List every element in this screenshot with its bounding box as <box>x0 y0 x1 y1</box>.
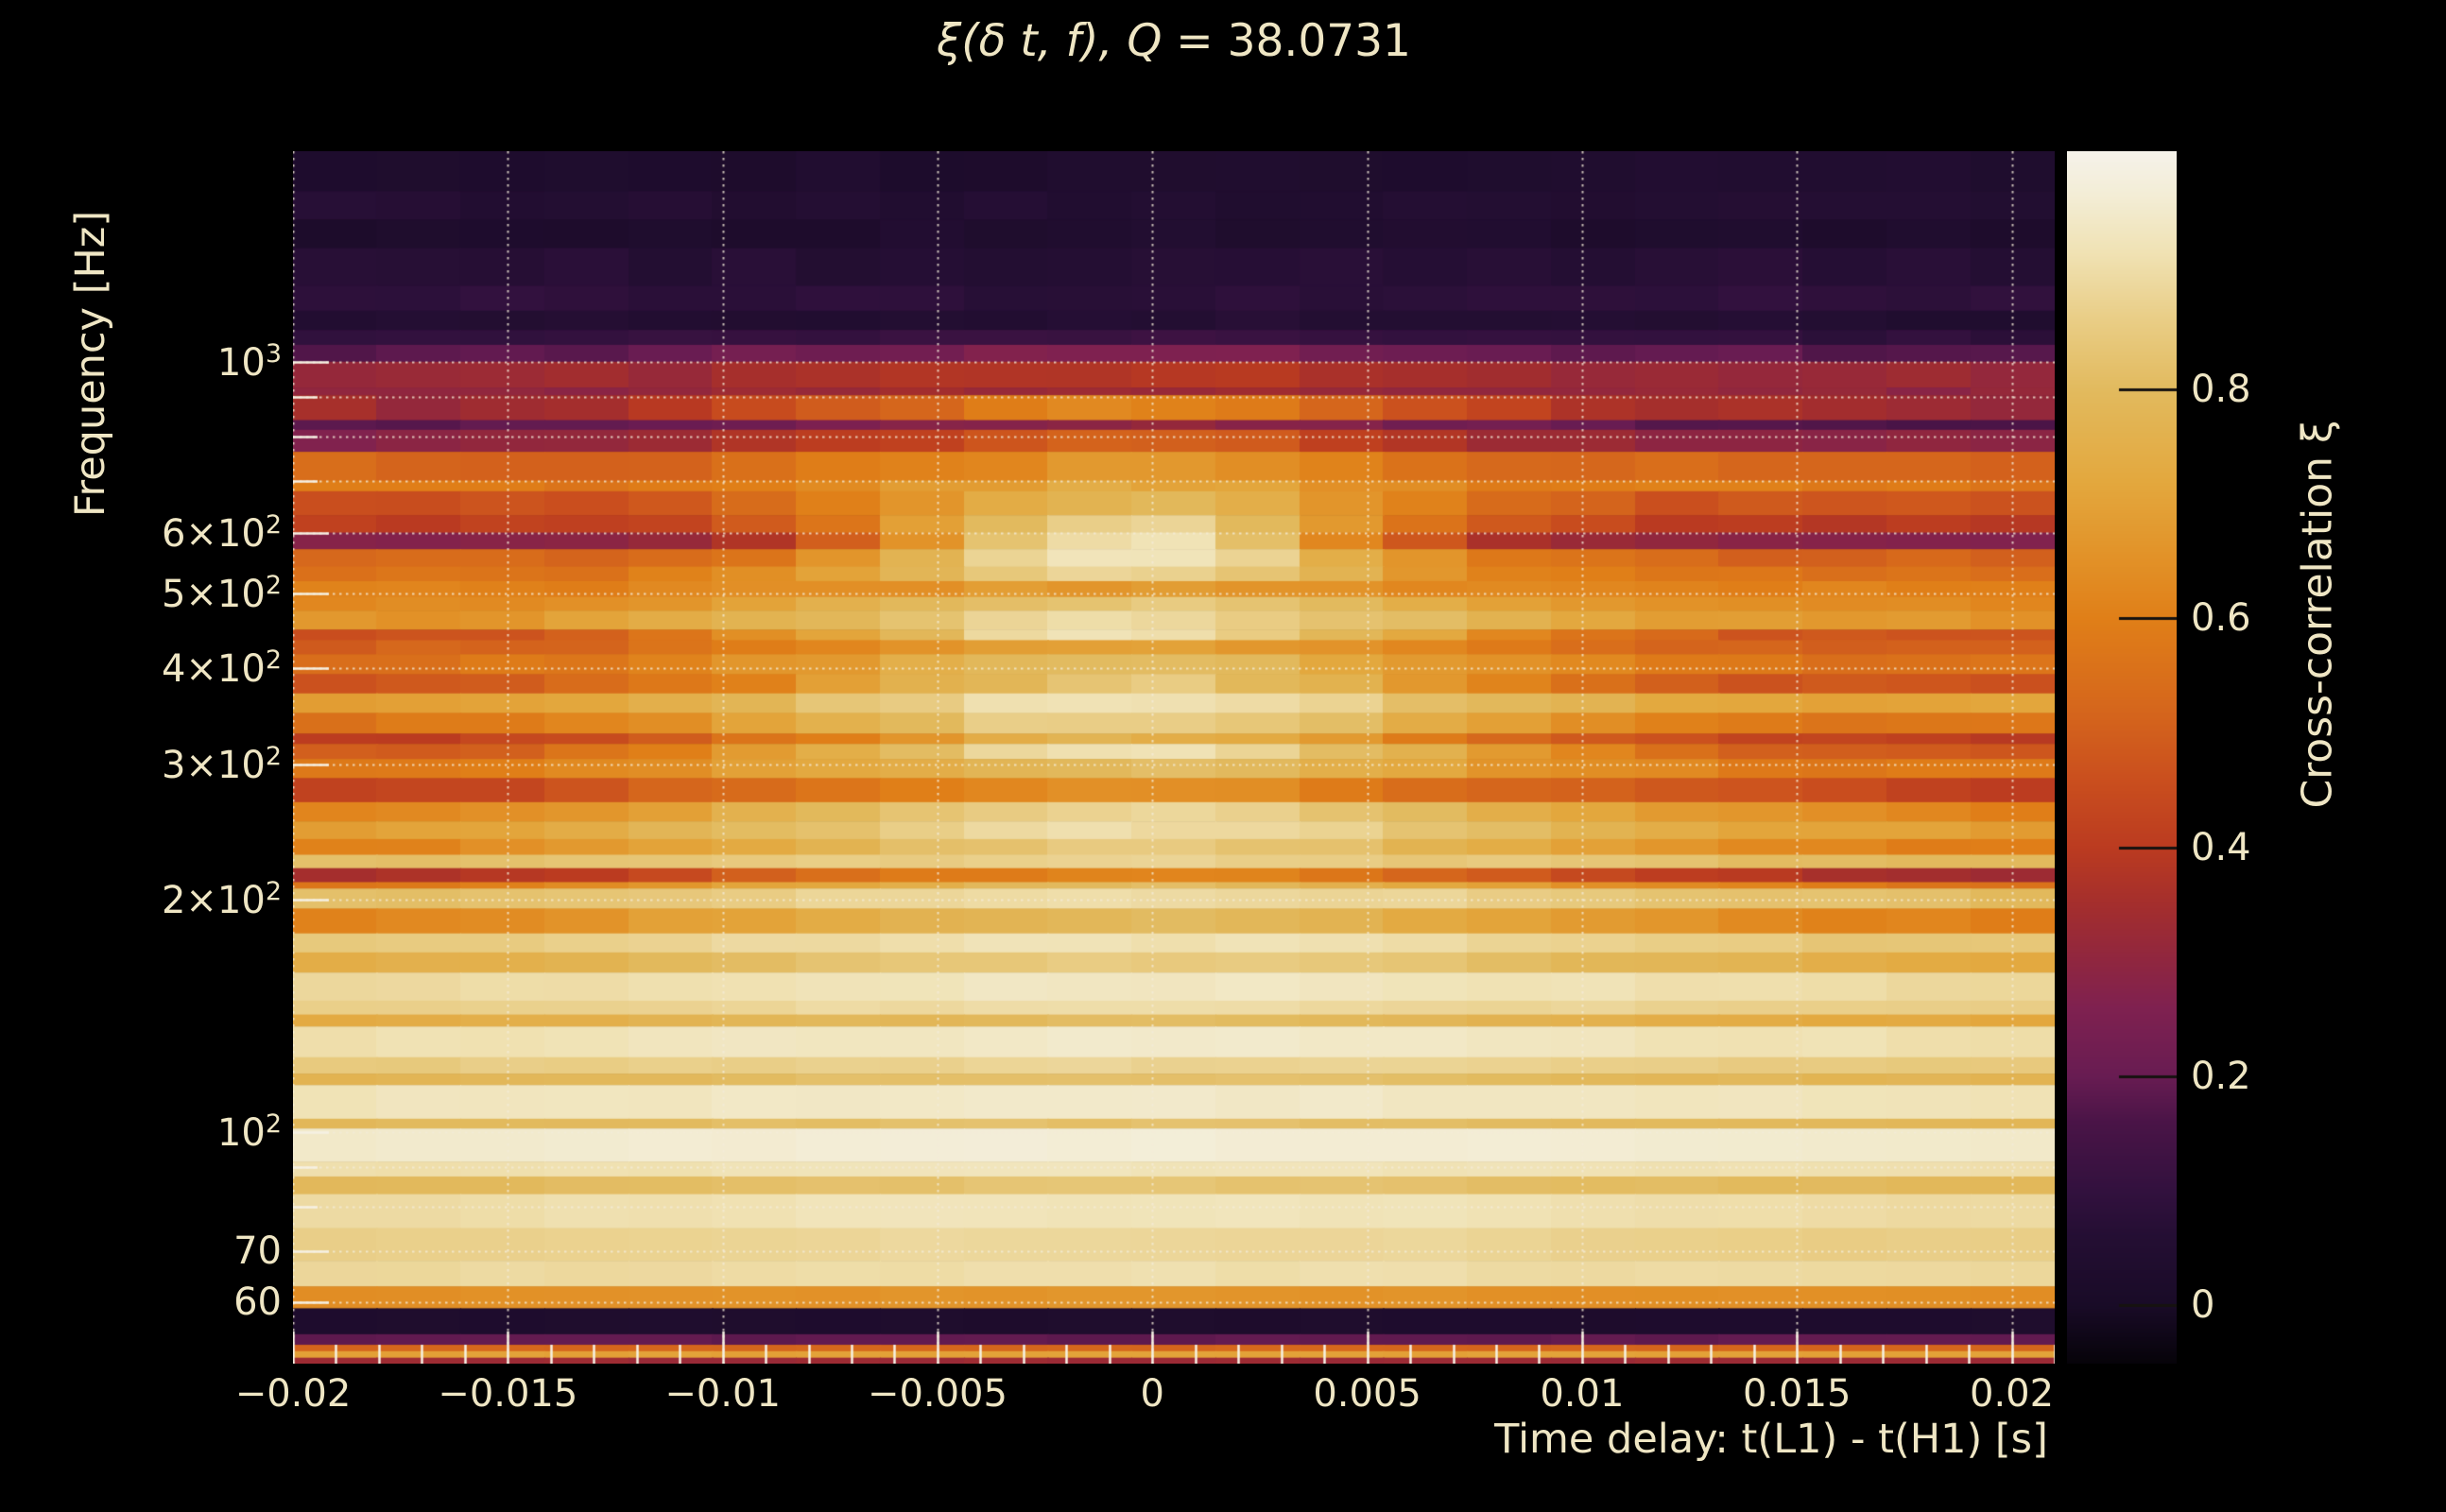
colorbar-tick-label-0.2: 0.2 <box>2191 1054 2251 1098</box>
x-tick-label-0: 0 <box>1140 1372 1164 1416</box>
y-tick-label-500: 5×102 <box>161 570 282 617</box>
colorbar-tick-label-0.8: 0.8 <box>2191 367 2251 411</box>
chart-title-value: = 38.0731 <box>1162 15 1411 67</box>
y-tick-label-600: 6×102 <box>161 509 282 556</box>
x-tick-label-−0.015: −0.015 <box>438 1372 578 1416</box>
chart-title: ξ(δ t, f), Q = 38.0731 <box>937 15 1411 67</box>
x-tick-label-0.015: 0.015 <box>1742 1372 1852 1416</box>
colorbar-label: Cross-correlation ξ <box>2293 420 2342 809</box>
x-tick-label-−0.005: −0.005 <box>867 1372 1008 1416</box>
colorbar-tick-label-0.4: 0.4 <box>2191 825 2251 869</box>
y-tick-label-400: 4×102 <box>161 644 282 692</box>
y-tick-label-100: 102 <box>216 1108 282 1155</box>
y-tick-label-70: 70 <box>233 1228 282 1273</box>
y-tick-label-200: 2×102 <box>161 877 282 923</box>
colorbar <box>2067 151 2177 1364</box>
colorbar-tick-label-0: 0 <box>2191 1283 2215 1328</box>
x-tick-label-−0.01: −0.01 <box>664 1372 781 1416</box>
x-axis-label: Time delay: t(L1) - t(H1) [s] <box>1494 1416 2048 1463</box>
colorbar-tick-label-0.6: 0.6 <box>2191 596 2251 641</box>
x-tick-label-−0.02: −0.02 <box>234 1372 352 1416</box>
heatmap-plot-area <box>293 151 2055 1364</box>
x-tick-label-0.005: 0.005 <box>1313 1372 1421 1416</box>
x-tick-label-0.01: 0.01 <box>1540 1372 1625 1416</box>
y-tick-label-60: 60 <box>233 1280 282 1325</box>
x-tick-label-0.02: 0.02 <box>1970 1372 2055 1416</box>
chart-title-math: ξ(δ t, f), Q <box>937 15 1163 67</box>
y-tick-label-300: 3×102 <box>161 741 282 788</box>
y-tick-label-1000: 103 <box>216 338 282 385</box>
